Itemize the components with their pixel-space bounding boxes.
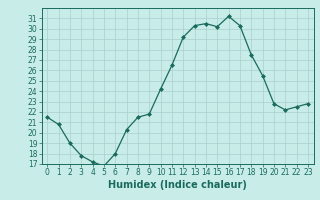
X-axis label: Humidex (Indice chaleur): Humidex (Indice chaleur) <box>108 180 247 190</box>
